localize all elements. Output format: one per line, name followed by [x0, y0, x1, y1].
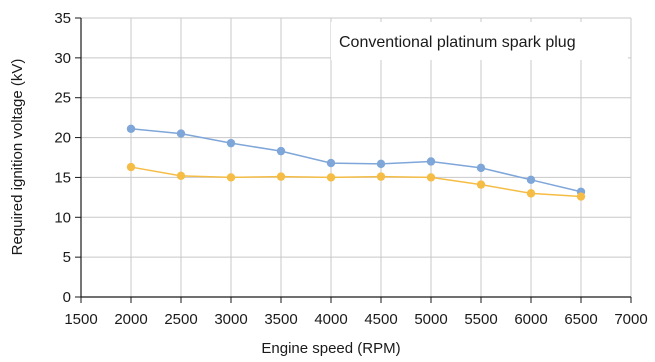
series-1	[126, 124, 586, 196]
y-tick-labels: 0 5 10 15 20 25 30 35	[54, 10, 71, 306]
data-point	[226, 173, 236, 182]
data-point	[226, 138, 236, 148]
data-point	[476, 163, 486, 173]
x-tick-label: 7000	[614, 311, 647, 328]
y-tick-label: 0	[63, 289, 71, 306]
annotation-background	[331, 22, 628, 60]
data-point	[176, 129, 186, 138]
data-point	[426, 157, 436, 166]
axes	[75, 17, 632, 303]
x-tick-labels: 1500 2000 2500 3000 3500 4000 4500 5000 5500 6000…	[64, 311, 647, 328]
data-point	[176, 171, 186, 181]
y-tick-label: 25	[54, 90, 71, 107]
x-axis-title: Engine speed (RPM)	[261, 340, 400, 357]
data-point	[126, 124, 136, 134]
x-tick-label: 2500	[164, 311, 197, 328]
y-axis-title: Required ignition voltage (kV)	[9, 59, 26, 256]
x-tick-label: 5000	[414, 311, 447, 328]
data-point	[576, 192, 586, 201]
annotation-box: Conventional platinum spark plug	[331, 22, 628, 60]
y-tick-label: 30	[54, 50, 71, 67]
y-tick-label: 15	[54, 169, 71, 186]
x-tick-label: 4000	[314, 311, 347, 328]
x-tick-label: 4500	[364, 311, 397, 328]
data-point	[126, 162, 136, 172]
data-point	[276, 172, 286, 181]
series-line	[130, 128, 582, 193]
y-tick-label: 20	[54, 130, 71, 147]
data-point	[326, 158, 336, 168]
data-point	[526, 189, 536, 198]
series-line	[130, 166, 582, 198]
x-tick-label: 5500	[464, 311, 497, 328]
data-point	[476, 180, 486, 189]
annotation-label: Conventional platinum spark plug	[339, 34, 576, 51]
data-point	[526, 175, 536, 185]
data-point	[426, 173, 436, 182]
data-point	[276, 146, 286, 156]
y-tick-label: 35	[54, 10, 71, 27]
x-tick-label: 3000	[214, 311, 247, 328]
x-tick-label: 2000	[114, 311, 147, 328]
series	[126, 124, 586, 201]
y-tick-label: 5	[63, 249, 71, 266]
y-tick-label: 10	[54, 209, 71, 226]
data-point	[376, 159, 386, 169]
x-tick-label: 1500	[64, 311, 97, 328]
x-tick-label: 3500	[264, 311, 297, 328]
x-tick-label: 6500	[564, 311, 597, 328]
x-tick-label: 6000	[514, 311, 547, 328]
data-point	[326, 173, 336, 182]
data-point	[376, 172, 386, 181]
series-2	[126, 162, 586, 201]
